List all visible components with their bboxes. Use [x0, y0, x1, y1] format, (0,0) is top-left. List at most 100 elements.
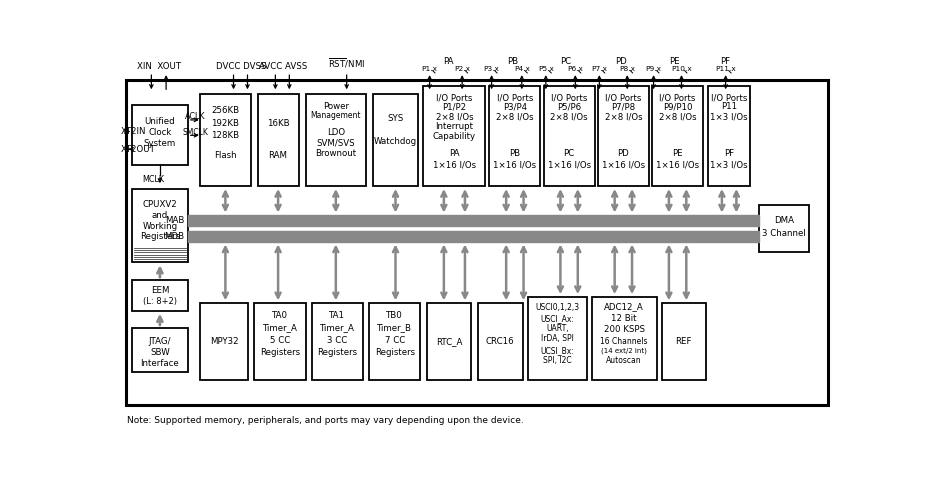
Text: PE: PE	[672, 149, 683, 158]
Text: System: System	[144, 139, 176, 148]
Text: 3 Channel: 3 Channel	[761, 229, 805, 238]
Text: PD: PD	[615, 57, 627, 66]
Bar	[132, 280, 188, 311]
Bar	[423, 86, 486, 186]
Text: UCSI_Bx:: UCSI_Bx:	[541, 347, 574, 355]
Text: CRC16: CRC16	[486, 337, 514, 346]
Text: PA: PA	[443, 57, 454, 66]
Text: PB: PB	[509, 149, 520, 158]
Text: XT2IN: XT2IN	[121, 127, 146, 136]
Text: PF: PF	[720, 57, 731, 66]
Text: and: and	[152, 211, 168, 220]
Text: ACLK: ACLK	[185, 112, 206, 122]
Text: 1×3 I/Os: 1×3 I/Os	[710, 160, 748, 169]
Text: P9.x: P9.x	[646, 66, 662, 72]
Text: P10.x: P10.x	[671, 66, 692, 72]
Text: PF: PF	[724, 149, 734, 158]
Text: RAM: RAM	[268, 151, 288, 160]
Text: P4.x: P4.x	[514, 66, 529, 72]
Text: SMCLK: SMCLK	[183, 128, 209, 137]
Text: $\overline{\mathrm{RST}}$/NMI: $\overline{\mathrm{RST}}$/NMI	[328, 57, 365, 70]
Text: 1×16 I/Os: 1×16 I/Os	[547, 160, 591, 169]
Bar	[126, 80, 828, 405]
Text: Power: Power	[322, 102, 349, 110]
Text: 7 CC: 7 CC	[385, 336, 404, 345]
Text: Timer_A: Timer_A	[320, 323, 355, 332]
Text: 2×8 I/Os: 2×8 I/Os	[605, 112, 642, 122]
Text: Registers: Registers	[260, 348, 300, 357]
Text: (L: 8+2): (L: 8+2)	[143, 297, 177, 306]
Text: 5 CC: 5 CC	[270, 336, 290, 345]
Text: PD: PD	[618, 149, 629, 158]
Text: SYS: SYS	[388, 114, 404, 123]
Text: PC: PC	[564, 149, 575, 158]
Text: P3/P4: P3/P4	[502, 103, 527, 111]
Text: Flash: Flash	[214, 151, 237, 160]
Bar	[188, 215, 759, 226]
Text: Timer_B: Timer_B	[377, 323, 412, 332]
Text: Unified: Unified	[144, 117, 175, 126]
Text: CPUXV2: CPUXV2	[143, 200, 177, 209]
Text: PE: PE	[669, 57, 679, 66]
Text: P2.x: P2.x	[454, 66, 470, 72]
Text: P11.x: P11.x	[715, 66, 736, 72]
Text: P5.x: P5.x	[538, 66, 554, 72]
Text: SBW: SBW	[150, 348, 170, 357]
Bar	[478, 303, 523, 380]
Text: MAB: MAB	[165, 216, 185, 226]
Text: PC: PC	[560, 57, 571, 66]
Text: 1×16 I/Os: 1×16 I/Os	[602, 160, 645, 169]
Text: Management: Management	[310, 111, 361, 120]
Text: 1×3 I/Os: 1×3 I/Os	[710, 112, 748, 122]
Text: P3.x: P3.x	[484, 66, 500, 72]
Text: Brownout: Brownout	[315, 149, 356, 158]
Text: 16 Channels: 16 Channels	[600, 337, 648, 346]
Text: 192KB: 192KB	[212, 119, 240, 127]
Text: I/O Ports: I/O Ports	[436, 93, 473, 102]
Text: 1×16 I/Os: 1×16 I/Os	[432, 160, 476, 169]
Bar	[373, 94, 418, 186]
Text: (14 ext/2 int): (14 ext/2 int)	[601, 347, 647, 354]
Bar	[188, 231, 759, 242]
Text: PA: PA	[449, 149, 459, 158]
Text: 256KB: 256KB	[212, 106, 240, 115]
Text: XIN  XOUT: XIN XOUT	[137, 62, 181, 70]
Bar	[707, 86, 750, 186]
Text: TB0: TB0	[387, 311, 404, 320]
Text: USCI0,1,2,3: USCI0,1,2,3	[535, 303, 580, 312]
Text: P8.x: P8.x	[619, 66, 636, 72]
Text: SVM/SVS: SVM/SVS	[317, 139, 355, 148]
Text: I/O Ports: I/O Ports	[551, 93, 587, 102]
Text: 2×8 I/Os: 2×8 I/Os	[435, 112, 473, 122]
Bar	[306, 94, 366, 186]
Text: P1.x: P1.x	[421, 66, 438, 72]
Bar	[200, 303, 248, 380]
Text: Autoscan: Autoscan	[607, 356, 642, 365]
Bar	[427, 303, 472, 380]
Text: 3 CC: 3 CC	[327, 336, 348, 345]
Text: Timer_A: Timer_A	[263, 323, 297, 332]
Text: 200 KSPS: 200 KSPS	[604, 325, 645, 334]
Bar	[132, 104, 188, 165]
Text: TA0: TA0	[272, 311, 288, 320]
Text: Interface: Interface	[141, 359, 179, 368]
Text: Watchdog: Watchdog	[374, 137, 417, 146]
Text: Note: Supported memory, peripherals, and ports may vary depending upon the devic: Note: Supported memory, peripherals, and…	[128, 416, 524, 425]
Text: MDB: MDB	[165, 232, 185, 241]
Bar	[543, 86, 595, 186]
Text: REF: REF	[676, 337, 692, 346]
Bar	[254, 303, 306, 380]
Text: JTAG/: JTAG/	[148, 337, 171, 346]
Text: 12 Bit: 12 Bit	[611, 314, 637, 323]
Bar	[592, 297, 657, 380]
Bar	[200, 94, 251, 186]
Text: EEM: EEM	[151, 286, 169, 295]
Text: ADC12_A: ADC12_A	[604, 302, 644, 311]
Bar	[312, 303, 363, 380]
Bar	[132, 189, 188, 262]
Text: USCI_Ax:: USCI_Ax:	[541, 314, 574, 323]
Bar	[597, 86, 649, 186]
Text: Registers: Registers	[317, 348, 358, 357]
Text: DVCC DVSS: DVCC DVSS	[216, 62, 267, 70]
Bar	[489, 86, 541, 186]
